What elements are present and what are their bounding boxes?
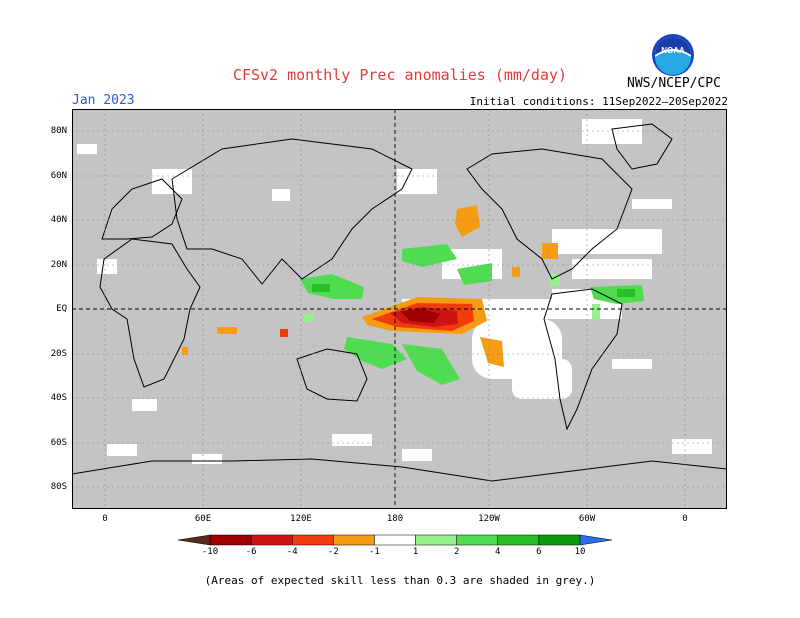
- colorbar-segment: [291, 534, 334, 546]
- colorbar-label: -1: [369, 547, 380, 557]
- lat-label-80n: 80N: [50, 126, 67, 136]
- colorbar-label: 1: [412, 547, 419, 557]
- colorbar-segment: [415, 534, 457, 546]
- lat-label-eq: EQ: [56, 304, 67, 314]
- colorbar-label: 10: [574, 547, 586, 557]
- africa-outline: [99, 238, 201, 388]
- colorbar-label: 2: [453, 547, 460, 557]
- lat-label-40n: 40N: [50, 215, 67, 225]
- reference-lines: [72, 109, 727, 509]
- lon-label-60e: 60E: [194, 514, 212, 524]
- wet-anomaly-areas: [300, 244, 644, 385]
- lat-label-60n: 60N: [50, 171, 67, 181]
- antarctica-outline: [72, 458, 727, 482]
- colorbar-label: 4: [495, 547, 501, 557]
- australia-outline: [296, 348, 368, 402]
- lon-label-120w: 120W: [478, 514, 500, 524]
- colorbar-segment: [177, 534, 211, 546]
- colorbar-label: 6: [536, 547, 542, 557]
- noaa-logo-text: NOAA: [661, 46, 685, 55]
- colorbar-segment: [538, 534, 581, 546]
- lon-label-180: 180: [386, 514, 404, 524]
- noaa-logo-icon: NOAA: [652, 34, 694, 76]
- skill-footnote: (Areas of expected skill less than 0.3 a…: [204, 574, 596, 587]
- colorbar-label: -10: [201, 547, 219, 557]
- lon-label-0: 0: [102, 514, 108, 524]
- colorbar-segment: [209, 534, 252, 546]
- lat-label-60s: 60S: [50, 438, 67, 448]
- target-month: Jan 2023: [72, 93, 135, 108]
- colorbar-legend: [177, 534, 613, 546]
- asia-outline: [171, 138, 413, 285]
- lat-label-20s: 20S: [50, 349, 67, 359]
- precip-anomaly-map: [72, 109, 727, 509]
- chart-title: CFSv2 monthly Prec anomalies (mm/day): [232, 66, 568, 84]
- europe-outline: [101, 178, 183, 240]
- initial-conditions: Initial conditions: 11Sep2022–20Sep2022: [469, 95, 728, 108]
- lat-label-80s: 80S: [50, 482, 67, 492]
- lon-label-60w: 60W: [578, 514, 596, 524]
- colorbar-label: -4: [286, 547, 298, 557]
- map-frame: [72, 109, 727, 509]
- colorbar-segment: [374, 534, 416, 546]
- colorbar-label: -2: [327, 547, 339, 557]
- colorbar-segment: [497, 534, 540, 546]
- colorbar-segment: [456, 534, 499, 546]
- agency-label: NWS/NCEP/CPC: [627, 76, 721, 91]
- greenland-outline: [611, 123, 673, 170]
- continent-outlines: [72, 123, 727, 482]
- lon-label-120e: 120E: [290, 514, 312, 524]
- lat-label-20n: 20N: [50, 260, 67, 270]
- lon-label-0-east: 0: [682, 514, 688, 524]
- north-america-outline: [466, 148, 633, 280]
- colorbar-segment: [579, 534, 613, 546]
- colorbar-label: -6: [245, 547, 257, 557]
- dry-anomaly-areas: [182, 205, 558, 367]
- lat-label-40s: 40S: [50, 393, 67, 403]
- colorbar-segment: [250, 534, 293, 546]
- south-america-outline: [543, 288, 623, 431]
- colorbar-segment: [333, 534, 375, 546]
